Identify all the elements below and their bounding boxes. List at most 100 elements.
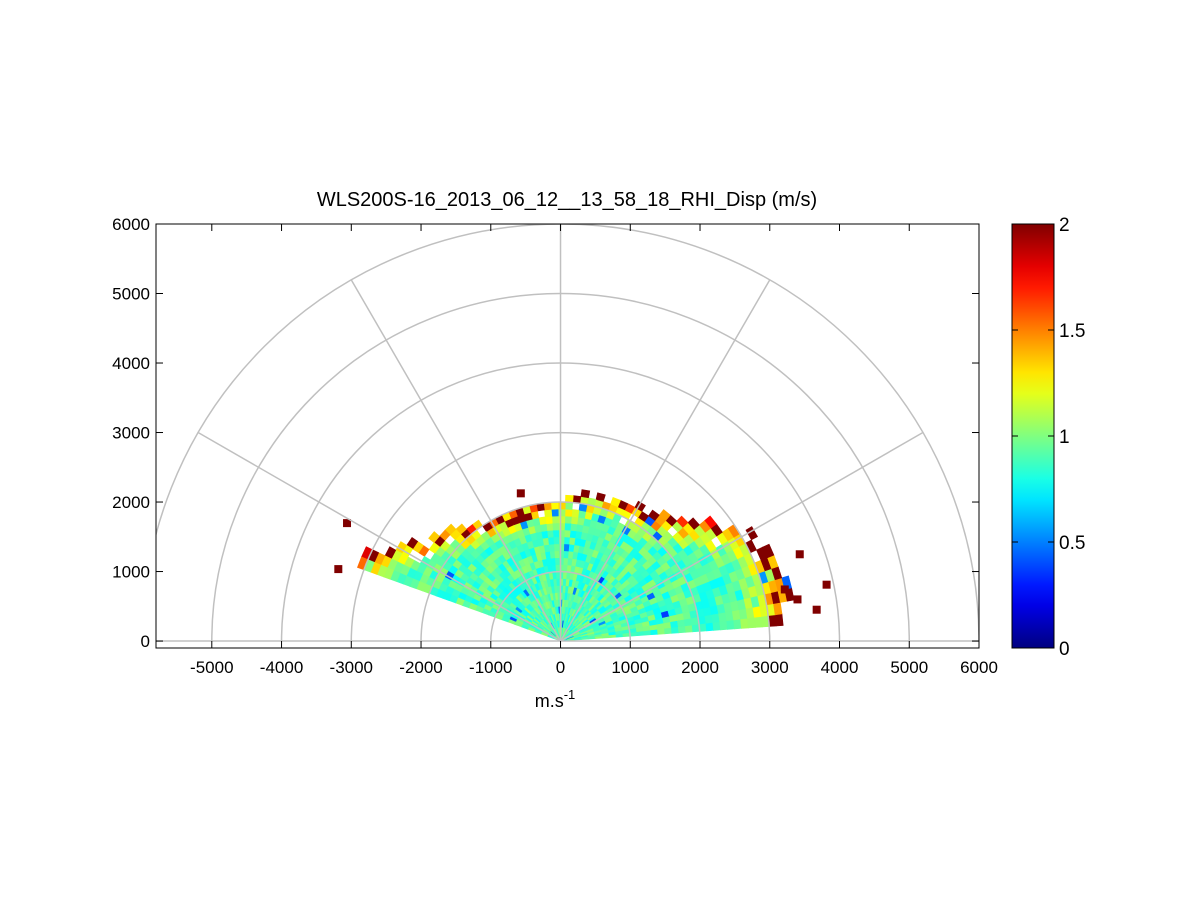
data-cell-21 xyxy=(705,622,714,632)
y-tick-label: 6000 xyxy=(112,215,150,234)
x-tick-label: -2000 xyxy=(399,658,442,677)
x-axis-label-base: m.s xyxy=(535,691,564,711)
outlier-cell-0 xyxy=(793,595,802,604)
data-cell-692 xyxy=(580,489,591,499)
data-cell-711 xyxy=(571,509,580,518)
x-tick-label: -1000 xyxy=(469,658,512,677)
data-cell-750 xyxy=(558,522,566,531)
data-cell-724 xyxy=(562,557,569,566)
data-cell-1104 xyxy=(428,531,440,544)
data-cell-497 xyxy=(648,509,660,521)
y-tick-label: 2000 xyxy=(112,493,150,512)
data-cell-22 xyxy=(712,621,721,631)
data-cell-402 xyxy=(687,517,700,530)
y-tick-labels: 0 1000 2000 3000 4000 5000 6000 xyxy=(112,215,150,651)
chart-title: WLS200S-16_2013_06_12__13_58_18_RHI_Disp… xyxy=(317,189,817,211)
data-cell-770 xyxy=(551,522,559,531)
data-cell-18 xyxy=(684,624,694,633)
data-cell-748 xyxy=(558,536,565,545)
colorbar-tick-label: 1 xyxy=(1059,427,1070,448)
data-cell-27 xyxy=(747,616,756,629)
data-cell-772 xyxy=(550,508,559,517)
data-cell-63 xyxy=(773,602,783,616)
y-tick-label: 1000 xyxy=(112,563,150,582)
data-cell-730 xyxy=(564,515,572,524)
data-cell-746 xyxy=(558,550,565,559)
x-axis-label: m.s-1 xyxy=(535,687,576,711)
y-tick-label: 0 xyxy=(141,632,150,651)
data-cell-768 xyxy=(552,536,560,545)
data-cell-709 xyxy=(569,522,578,532)
colorbar-tick-label: 1.5 xyxy=(1059,321,1085,342)
data-cell-229 xyxy=(762,543,775,559)
data-cell-474 xyxy=(658,509,671,521)
data-cell-708 xyxy=(569,529,577,539)
outlier-cell-7 xyxy=(516,489,525,498)
x-tick-labels: -5000 -4000 -3000 -2000 -1000 0 1000 2000 3000 40… xyxy=(190,658,998,677)
data-cell-747 xyxy=(558,543,565,552)
grid-spoke-120 xyxy=(350,279,562,642)
data-cell-729 xyxy=(564,522,572,531)
colorbar xyxy=(1011,223,1055,649)
outlier-cell-2 xyxy=(780,585,789,594)
data-cell-17 xyxy=(677,625,687,634)
data-cell-426 xyxy=(676,515,689,528)
x-tick-label: -5000 xyxy=(190,658,233,677)
data-cell-752 xyxy=(557,508,566,517)
x-tick-label: 3000 xyxy=(751,658,789,677)
data-cell-726 xyxy=(563,543,570,552)
data-cell-771 xyxy=(551,515,559,524)
data-cell-722 xyxy=(562,571,567,580)
outlier-cell-6 xyxy=(334,565,343,574)
y-tick-label: 3000 xyxy=(112,424,150,443)
data-cell-25 xyxy=(733,618,742,630)
data-cell-773 xyxy=(550,501,559,510)
data-cell-31 xyxy=(774,613,784,627)
data-cell-721 xyxy=(562,578,567,587)
colorbar-tick-label: 0.5 xyxy=(1059,533,1085,554)
x-axis-label-superscript: -1 xyxy=(564,687,576,702)
data-cell-728 xyxy=(563,529,571,538)
plot-frame xyxy=(155,223,980,649)
data-cell-731 xyxy=(564,508,573,517)
tick-marks xyxy=(156,223,980,648)
grid-spoke-150 xyxy=(197,431,561,642)
grid-spoke-30 xyxy=(560,431,924,642)
data-cell-727 xyxy=(563,536,570,545)
data-cell-24 xyxy=(726,619,735,630)
colorbar-ticks: 0 0.5 1 1.5 2 xyxy=(1012,215,1085,660)
data-cell-790 xyxy=(545,522,554,532)
outlier-cell-1 xyxy=(812,605,821,614)
data-cell-767 xyxy=(553,543,560,552)
data-cell-749 xyxy=(558,529,565,538)
data-cell-766 xyxy=(553,550,560,559)
outlier-cell-3 xyxy=(822,580,831,589)
data-cell-649 xyxy=(595,492,606,502)
data-cell-725 xyxy=(563,550,569,559)
data-cell-706 xyxy=(568,543,575,552)
data-cell-751 xyxy=(557,515,566,524)
y-tick-label: 4000 xyxy=(112,354,150,373)
data-cell-769 xyxy=(552,529,560,538)
data-cell-606 xyxy=(610,497,621,508)
x-tick-label: 0 xyxy=(556,658,565,677)
data-cell-723 xyxy=(562,564,568,573)
x-tick-label: -3000 xyxy=(330,658,373,677)
data-cell-28 xyxy=(754,616,763,628)
x-tick-label: 4000 xyxy=(821,658,859,677)
x-tick-label: 6000 xyxy=(960,658,998,677)
data-cell-23 xyxy=(719,620,728,631)
data-cell-753 xyxy=(557,501,566,510)
colorbar-tick-label: 2 xyxy=(1059,215,1070,236)
x-tick-label: 1000 xyxy=(611,658,649,677)
data-cell-710 xyxy=(570,516,579,525)
data-cell-792 xyxy=(544,508,553,518)
grid-spoke-60 xyxy=(559,279,771,642)
outlier-cell-4 xyxy=(795,550,804,559)
x-tick-label: -4000 xyxy=(260,658,303,677)
data-cell-26 xyxy=(740,617,749,629)
data-cell-707 xyxy=(568,536,576,546)
outlier-cell-5 xyxy=(343,519,352,528)
data-cell-791 xyxy=(544,515,553,525)
